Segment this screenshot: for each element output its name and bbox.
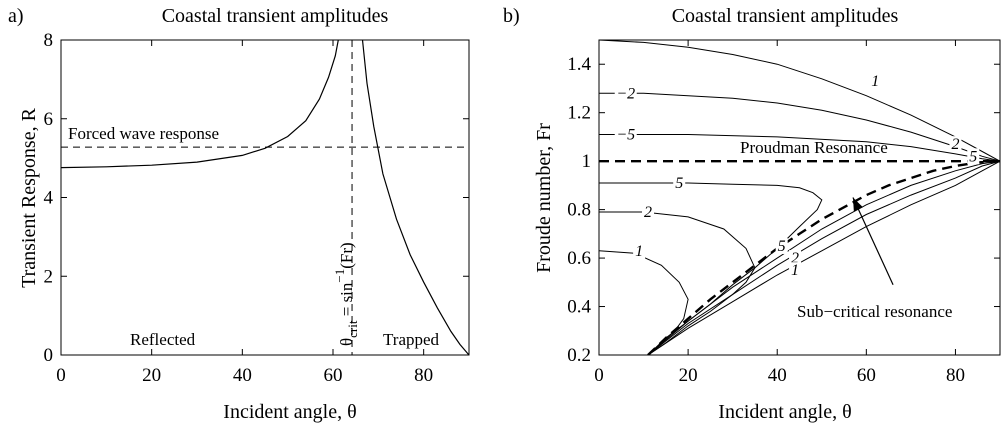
panel-a-x-tick-label: 20 — [142, 365, 161, 386]
contour-label-background — [614, 85, 637, 102]
panel-a-x-tick-label: 40 — [233, 365, 252, 386]
panel-a-x-tick-label: 80 — [414, 365, 433, 386]
contour-line — [599, 40, 1000, 162]
proudman-resonance-label: Proudman Resonance — [740, 138, 888, 157]
panel-a-plot-area — [60, 39, 470, 356]
contour-label-background — [642, 204, 655, 221]
contour-line — [647, 160, 1000, 355]
contour-label: −2 — [616, 85, 635, 102]
contour-label: 1 — [791, 262, 799, 279]
panel-b-x-tick-label: 40 — [768, 365, 787, 386]
panel-b-label: b) — [503, 5, 520, 27]
panel-a-y-tick-label: 4 — [44, 188, 54, 209]
contour-line — [647, 160, 1000, 355]
panel-a-x-tick-label: 60 — [324, 365, 343, 386]
panel-b-x-tick-label: 20 — [679, 365, 698, 386]
subcritical-arrow-shaft — [852, 197, 894, 285]
panel-b-x-tick-label: 60 — [857, 365, 876, 386]
contour-line — [647, 160, 1000, 355]
panel-a-x-tick-label: 0 — [56, 365, 66, 386]
contour-line — [599, 250, 689, 355]
panel-a-axes-frame — [60, 39, 470, 356]
contour-label-background — [949, 136, 962, 153]
critical-angle-label: θcrit = sin−1(Fr) — [332, 242, 360, 346]
contour-label-background — [967, 148, 980, 165]
trapped-response-curve — [361, 40, 469, 355]
panel-a-y-tick-label: 2 — [44, 266, 54, 287]
panel-b-title: Coastal transient amplitudes — [672, 5, 899, 27]
panel-a-x-axis-label: Incident angle, θ — [223, 401, 356, 423]
contour-label: 5 — [778, 238, 786, 255]
subcritical-arrow-head — [852, 197, 863, 212]
contour-label: −5 — [616, 127, 635, 144]
panel-a-title: Coastal transient amplitudes — [162, 5, 389, 27]
panel-a-ticks: 0 20 40 60 80 0 2 4 6 8 — [44, 30, 469, 386]
subcritical-resonance-curve — [647, 160, 1000, 355]
contour-label: 5 — [969, 148, 977, 165]
panel-b-ticks: 0 20 40 60 80 0.2 0.4 0.6 0.8 1 1.2 1.4 — [567, 40, 1000, 386]
subcritical-resonance-label: Sub−critical resonance — [797, 302, 952, 321]
panel-b-x-tick-label: 80 — [946, 365, 965, 386]
contour-label: 5 — [675, 175, 683, 192]
contour-label: 2 — [644, 204, 652, 221]
panel-a-label: a) — [8, 5, 24, 27]
panel-a-y-tick-label: 8 — [44, 30, 54, 51]
contour-label-background — [614, 126, 637, 143]
reflected-response-curve — [61, 40, 339, 169]
contour-line — [599, 211, 756, 355]
contour-line — [599, 92, 1000, 162]
panel-b: b) Coastal transient amplitudes Incident… — [503, 5, 1001, 423]
contour-label-background — [633, 242, 646, 259]
panel-a-y-tick-label: 6 — [44, 109, 54, 130]
panel-a-y-tick-label: 0 — [44, 345, 54, 366]
panel-b-y-tick-label: 0.2 — [567, 345, 591, 366]
contour-label-background — [869, 73, 882, 90]
contour-label: 2 — [951, 136, 959, 153]
contour-label: 1 — [635, 243, 643, 260]
trapped-label: Trapped — [383, 330, 440, 349]
contour-label-background — [775, 237, 788, 254]
panel-b-y-tick-label: 1.4 — [567, 54, 591, 75]
forced-wave-response-label: Forced wave response — [68, 124, 219, 143]
panel-b-y-tick-label: 1.2 — [567, 103, 591, 124]
panel-b-x-tick-label: 0 — [594, 365, 604, 386]
contour-label: 2 — [791, 250, 799, 267]
panel-a-y-axis-label: Transient Response, R — [18, 107, 40, 287]
reflected-label: Reflected — [130, 330, 196, 349]
panel-b-y-tick-label: 0.8 — [567, 200, 591, 221]
panel-b-y-tick-label: 0.4 — [567, 297, 591, 318]
contour-label-background — [673, 174, 686, 191]
contour-label-background — [789, 250, 802, 267]
panel-b-y-tick-label: 1 — [582, 151, 592, 172]
contour-label-background — [789, 262, 802, 279]
panel-b-y-axis-label: Froude number, Fr — [533, 123, 555, 273]
panel-b-axes-frame — [598, 39, 1001, 356]
panel-b-x-axis-label: Incident angle, θ — [718, 401, 851, 423]
panel-b-y-tick-label: 0.6 — [567, 248, 591, 269]
contour-label: 1 — [871, 73, 879, 90]
panel-a-clipped-content — [61, 40, 469, 355]
panel-a: a) Coastal transient amplitudes Incident… — [8, 5, 470, 423]
